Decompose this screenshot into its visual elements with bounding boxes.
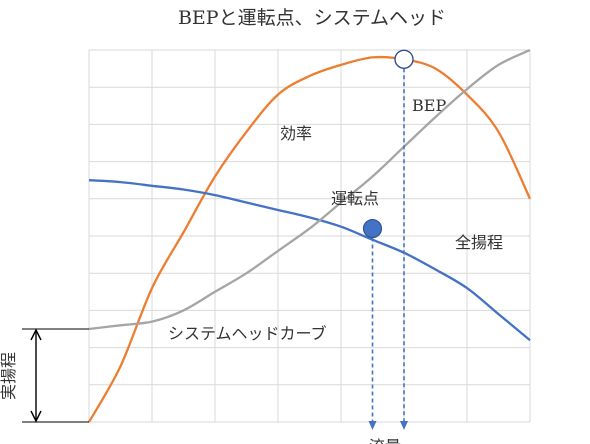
bep-drop-line-arrowhead — [400, 421, 408, 430]
chart-title: BEPと運転点、システムヘッド — [178, 7, 446, 29]
static-head-label: 実揚程 — [0, 352, 18, 400]
static-head-arrow-up — [30, 328, 42, 341]
system-head-label: システムヘッドカーブ — [168, 324, 327, 343]
plot-annotations — [22, 49, 414, 430]
operating-point-label: 運転点 — [331, 189, 379, 208]
bep-label: BEP — [412, 96, 446, 115]
total-head-curve — [88, 179, 531, 342]
system-head-curve — [88, 48, 531, 331]
efficiency-label: 効率 — [280, 124, 312, 143]
static-head-arrow-down — [30, 410, 42, 423]
total-head-label: 全揚程 — [455, 233, 503, 252]
x-axis-label: 流量 — [369, 437, 401, 444]
operating-point-marker — [362, 218, 383, 239]
plot-curves — [88, 48, 532, 423]
bep-marker — [394, 49, 414, 69]
efficiency-curve — [88, 55, 532, 423]
operating-point-drop-line-arrowhead — [368, 421, 377, 430]
